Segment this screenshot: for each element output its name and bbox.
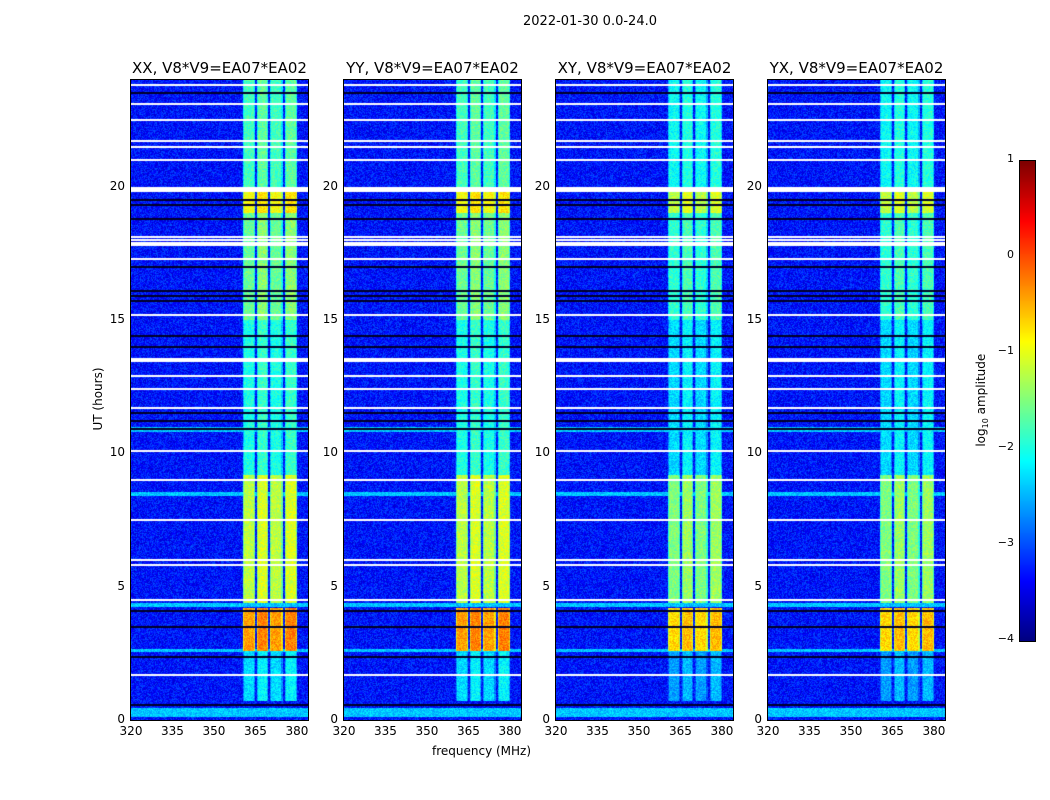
x-tick-label: 350 xyxy=(202,724,226,738)
y-tick-label: 20 xyxy=(746,178,762,193)
colorbar xyxy=(1019,160,1036,642)
y-tick-label: 5 xyxy=(542,578,550,593)
x-tick-label: 365 xyxy=(457,724,480,738)
y-tick-label: 20 xyxy=(109,178,125,193)
x-axis-label: frequency (MHz) xyxy=(432,744,532,758)
x-tick-label: 320 xyxy=(756,724,780,738)
y-tick-label: 5 xyxy=(117,578,125,593)
y-tick-label: 5 xyxy=(754,578,762,593)
x-tick-label: 335 xyxy=(161,724,184,738)
x-tick-label: 365 xyxy=(244,724,267,738)
x-tick-label: 320 xyxy=(544,724,568,738)
y-tick-label: 0 xyxy=(754,712,762,726)
y-tick-label: 0 xyxy=(330,712,338,726)
y-tick-label: 0 xyxy=(117,712,125,726)
y-axis-label: UT (hours) xyxy=(91,367,105,431)
colorbar-tick-label: −2 xyxy=(997,440,1014,453)
figure-title: 2022-01-30 0.0-24.0 xyxy=(523,14,657,29)
x-tick-label: 350 xyxy=(627,724,651,738)
colorbar-tick-label: −4 xyxy=(997,632,1014,645)
y-tick-label: 15 xyxy=(534,312,550,326)
x-tick-label: 350 xyxy=(415,724,439,738)
heatmap-panel-3 xyxy=(767,79,946,721)
y-tick-label: 15 xyxy=(322,312,338,326)
panel-title: YY, V8*V9=EA07*EA02 xyxy=(346,59,519,77)
heatmap-panel-0 xyxy=(130,79,309,721)
panel-title: XY, V8*V9=EA07*EA02 xyxy=(557,59,732,77)
x-tick-label: 335 xyxy=(374,724,397,738)
x-tick-label: 380 xyxy=(285,724,309,738)
x-tick-label: 320 xyxy=(119,724,143,738)
x-tick-label: 380 xyxy=(498,724,522,738)
x-tick-label: 350 xyxy=(839,724,863,738)
x-tick-label: 380 xyxy=(922,724,946,738)
y-tick-label: 0 xyxy=(542,712,550,726)
panel-title: YX, V8*V9=EA07*EA02 xyxy=(769,59,944,77)
heatmap-panel-2 xyxy=(555,79,734,721)
colorbar-label: log10 amplitude xyxy=(973,353,991,447)
y-tick-label: 10 xyxy=(109,445,125,460)
x-tick-label: 365 xyxy=(669,724,692,738)
y-tick-label: 5 xyxy=(330,578,338,593)
y-tick-label: 10 xyxy=(746,445,762,460)
x-tick-label: 380 xyxy=(710,724,734,738)
y-tick-label: 20 xyxy=(322,178,338,193)
y-tick-label: 10 xyxy=(534,445,550,460)
y-tick-label: 10 xyxy=(322,445,338,460)
x-tick-label: 335 xyxy=(586,724,609,738)
colorbar-tick-label: 0 xyxy=(1007,248,1014,261)
panel-title: XX, V8*V9=EA07*EA02 xyxy=(132,59,307,77)
y-tick-label: 15 xyxy=(746,312,762,326)
colorbar-tick-label: 1 xyxy=(1007,152,1014,165)
y-tick-label: 20 xyxy=(534,178,550,193)
colorbar-tick-label: −1 xyxy=(997,344,1014,357)
heatmap-panel-1 xyxy=(343,79,522,721)
y-tick-label: 15 xyxy=(109,312,125,326)
x-tick-label: 365 xyxy=(881,724,904,738)
colorbar-tick-label: −3 xyxy=(997,536,1014,549)
x-tick-label: 335 xyxy=(798,724,821,738)
x-tick-label: 320 xyxy=(332,724,356,738)
